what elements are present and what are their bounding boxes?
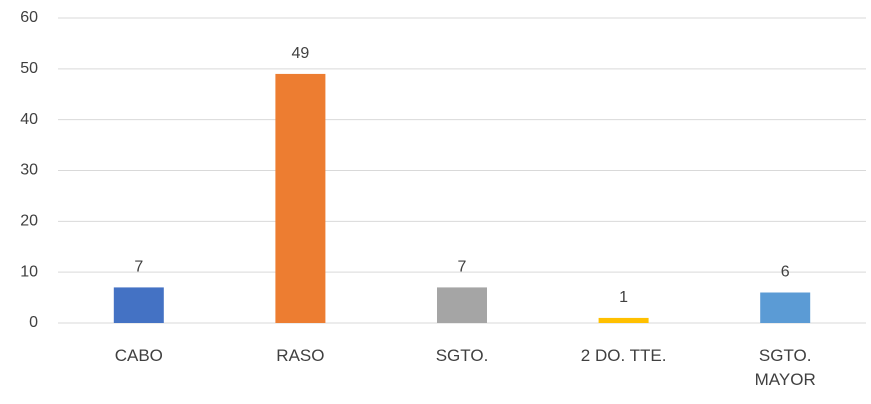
y-tick-label: 0: [29, 314, 38, 331]
x-tick-label: 2 DO. TTE.: [580, 346, 667, 365]
x-tick-label: RASO: [276, 346, 325, 365]
y-tick-label: 30: [20, 162, 38, 179]
y-tick-label: 40: [20, 111, 38, 128]
x-tick-label: SGTO. MAYOR: [754, 346, 816, 389]
data-label: 49: [292, 45, 310, 62]
y-tick-label: 60: [20, 9, 38, 26]
data-label: 1: [619, 289, 628, 306]
bar: [437, 287, 487, 323]
y-tick-label: 50: [20, 60, 38, 77]
bar: [275, 73, 326, 324]
data-label: 7: [134, 259, 143, 276]
data-label: 7: [458, 259, 467, 276]
bar: [113, 287, 164, 323]
x-tick-label: CABO: [114, 346, 163, 365]
bar: [760, 292, 811, 323]
bar: [598, 317, 649, 323]
data-label: 6: [781, 264, 790, 281]
y-tick-label: 10: [20, 263, 38, 280]
x-tick-label: SGTO.: [435, 346, 489, 365]
y-tick-label: 20: [20, 213, 38, 230]
